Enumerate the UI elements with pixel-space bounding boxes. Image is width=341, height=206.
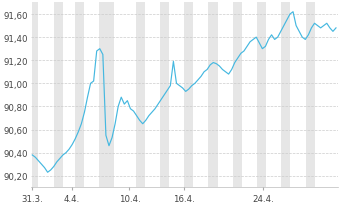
Bar [32,4,38,187]
Bar [233,4,242,187]
Bar [135,4,145,187]
Bar [160,4,169,187]
Bar [184,4,193,187]
Bar [281,4,291,187]
Bar [75,4,84,187]
Bar [54,4,63,187]
Bar [208,4,218,187]
Bar [99,4,114,187]
Bar [306,4,315,187]
Bar [257,4,266,187]
